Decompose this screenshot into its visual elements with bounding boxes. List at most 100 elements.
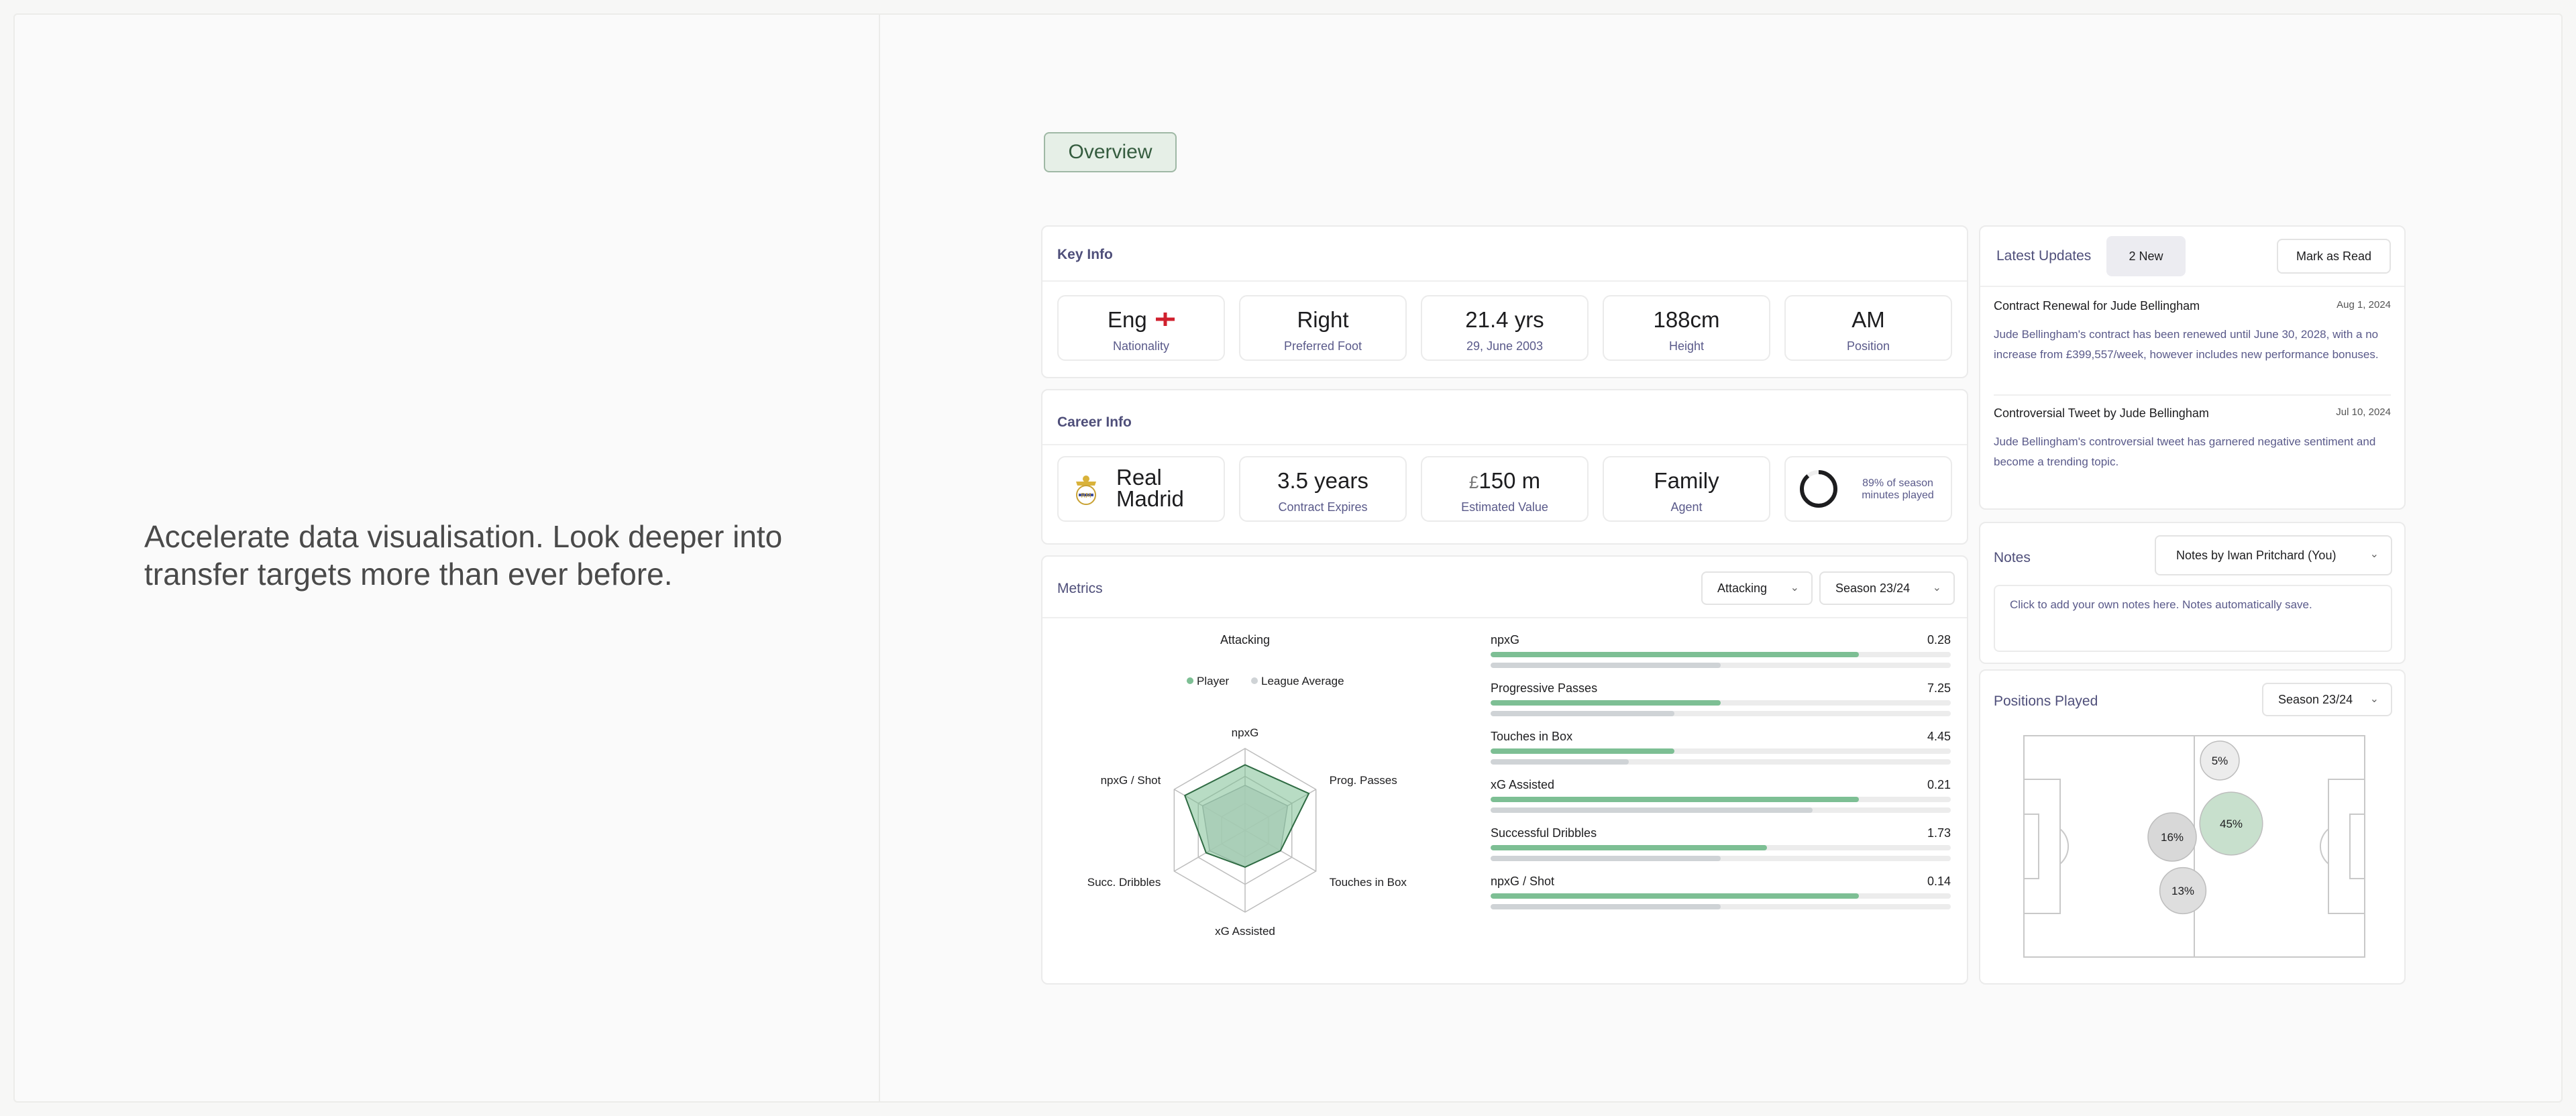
average-bar-track xyxy=(1491,759,1951,765)
positions-played-card: Positions Played Season 23/24 ⌄ 5% 45% 16% 1… xyxy=(1979,669,2406,985)
player-bar xyxy=(1491,700,1721,706)
radar-title: Attacking xyxy=(1220,633,1270,647)
metric-row: Progressive Passes 7.25 xyxy=(1491,681,1951,722)
agent-value: Family xyxy=(1604,468,1769,494)
positions-played-title: Positions Played xyxy=(1994,693,2098,710)
estimated-value-stat: £150 m Estimated Value xyxy=(1421,456,1589,522)
metric-value: 0.21 xyxy=(1927,778,1951,792)
notes-title: Notes xyxy=(1994,550,2031,566)
key-info-card: Key Info Eng Nationality Right Preferred… xyxy=(1041,225,1968,378)
update-title: Controversial Tweet by Jude Bellingham xyxy=(1994,406,2209,421)
average-bar-track xyxy=(1491,856,1951,861)
radar-chart: Attacking Player League Average npxG Prog. P… xyxy=(1057,629,1433,978)
metric-name: npxG xyxy=(1491,633,1519,647)
panel-divider xyxy=(879,13,880,1103)
minutes-played-stat: 89% of season minutes played xyxy=(1784,456,1952,522)
nationality-label: Nationality xyxy=(1059,339,1224,353)
position-stat: AM Position xyxy=(1784,295,1952,361)
divider xyxy=(1994,394,2391,396)
chevron-down-icon: ⌄ xyxy=(1790,581,1799,594)
birth-date-label: 29, June 2003 xyxy=(1422,339,1587,353)
chevron-down-icon: ⌄ xyxy=(2370,692,2379,706)
divider xyxy=(1980,286,2404,287)
radar-axis-label: xG Assisted xyxy=(1215,925,1275,938)
contract-value: 3.5 years xyxy=(1240,468,1405,494)
metric-category-select[interactable]: Attacking ⌄ xyxy=(1701,571,1813,605)
preferred-foot-stat: Right Preferred Foot xyxy=(1239,295,1407,361)
update-body: Jude Bellingham's controversial tweet ha… xyxy=(1994,432,2396,472)
age-stat: 21.4 yrs 29, June 2003 xyxy=(1421,295,1589,361)
metric-name: Touches in Box xyxy=(1491,730,1572,744)
notes-card: Notes Notes by Iwan Pritchard (You) ⌄ Cli… xyxy=(1979,522,2406,664)
nationality-value: Eng xyxy=(1059,307,1224,333)
legend-label: League Average xyxy=(1261,675,1344,687)
chevron-down-icon: ⌄ xyxy=(2370,547,2379,561)
average-bar xyxy=(1491,904,1721,909)
metric-name: xG Assisted xyxy=(1491,778,1554,792)
average-bar-track xyxy=(1491,807,1951,813)
average-bar-track xyxy=(1491,904,1951,909)
height-value: 188cm xyxy=(1604,307,1769,333)
radar-axis-label: npxG / Shot xyxy=(1101,774,1161,787)
divider xyxy=(1042,617,1967,618)
chevron-down-icon: ⌄ xyxy=(1933,581,1941,594)
player-bar-track xyxy=(1491,652,1951,657)
key-info-title: Key Info xyxy=(1057,247,1113,263)
position-percent: 16% xyxy=(2161,831,2184,844)
positions-season-select[interactable]: Season 23/24 ⌄ xyxy=(2262,683,2392,716)
metric-row: Touches in Box 4.45 xyxy=(1491,730,1951,770)
agent-label: Agent xyxy=(1604,500,1769,514)
radar-axis-label: Succ. Dribbles xyxy=(1087,876,1161,889)
latest-updates-card: Latest Updates 2 New Mark as Read Contra… xyxy=(1979,225,2406,510)
career-info-card: Career Info RM Real Madrid 3.5 years Con… xyxy=(1041,389,1968,545)
height-label: Height xyxy=(1604,339,1769,353)
legend-label: Player xyxy=(1197,675,1230,687)
svg-text:RM: RM xyxy=(1081,492,1091,500)
contract-stat: 3.5 years Contract Expires xyxy=(1239,456,1407,522)
age-value: 21.4 yrs xyxy=(1422,307,1587,333)
legend-swatch xyxy=(1251,677,1258,684)
preferred-foot-value: Right xyxy=(1240,307,1405,333)
player-bar xyxy=(1491,652,1859,657)
notes-textarea[interactable]: Click to add your own notes here. Notes … xyxy=(1994,585,2392,652)
nationality-stat: Eng Nationality xyxy=(1057,295,1225,361)
contract-label: Contract Expires xyxy=(1240,500,1405,514)
player-bar xyxy=(1491,845,1767,850)
metric-row: npxG 0.28 xyxy=(1491,633,1951,673)
metric-name: npxG / Shot xyxy=(1491,875,1554,889)
metrics-title: Metrics xyxy=(1057,581,1103,597)
real-madrid-crest-icon: RM xyxy=(1072,472,1100,507)
minutes-progress-ring xyxy=(1798,468,1839,510)
tab-overview[interactable]: Overview xyxy=(1044,132,1177,172)
radar-axis-label: Touches in Box xyxy=(1330,876,1407,889)
preferred-foot-label: Preferred Foot xyxy=(1240,339,1405,353)
metric-bars: npxG 0.28 Progressive Passes 7.25 Touches in… xyxy=(1491,633,1951,928)
position-value: AM xyxy=(1786,307,1951,333)
average-bar-track xyxy=(1491,711,1951,716)
player-bar-track xyxy=(1491,700,1951,706)
metric-value: 0.14 xyxy=(1927,875,1951,889)
average-bar xyxy=(1491,663,1721,668)
player-bar xyxy=(1491,748,1674,754)
metric-name: Progressive Passes xyxy=(1491,681,1597,695)
estimated-value: £150 m xyxy=(1422,468,1587,494)
estimated-value-label: Estimated Value xyxy=(1422,500,1587,514)
player-bar-track xyxy=(1491,845,1951,850)
metric-row: xG Assisted 0.21 xyxy=(1491,778,1951,818)
latest-updates-title: Latest Updates xyxy=(1996,248,2091,264)
radar-axis-label: Prog. Passes xyxy=(1330,774,1397,787)
agent-stat: Family Agent xyxy=(1603,456,1770,522)
mark-as-read-button[interactable]: Mark as Read xyxy=(2277,239,2391,274)
club-name: Real Madrid xyxy=(1116,467,1184,510)
metric-value: 1.73 xyxy=(1927,826,1951,840)
update-body: Jude Bellingham's contract has been rene… xyxy=(1994,325,2396,365)
position-percent: 13% xyxy=(2171,885,2194,897)
height-stat: 188cm Height xyxy=(1603,295,1770,361)
notes-author-select[interactable]: Notes by Iwan Pritchard (You) ⌄ xyxy=(2155,535,2392,575)
metrics-season-select[interactable]: Season 23/24 ⌄ xyxy=(1819,571,1955,605)
metric-value: 4.45 xyxy=(1927,730,1951,744)
average-bar-track xyxy=(1491,663,1951,668)
player-bar xyxy=(1491,893,1859,899)
divider xyxy=(1042,444,1967,445)
metric-name: Successful Dribbles xyxy=(1491,826,1597,840)
